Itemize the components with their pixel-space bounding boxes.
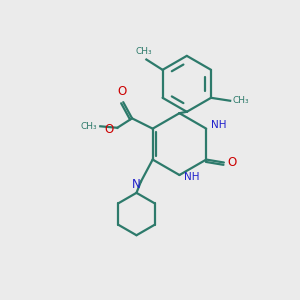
Text: O: O bbox=[117, 85, 126, 98]
Text: CH₃: CH₃ bbox=[232, 96, 249, 105]
Text: NH: NH bbox=[184, 172, 200, 182]
Text: CH₃: CH₃ bbox=[136, 47, 152, 56]
Text: O: O bbox=[227, 156, 237, 169]
Text: O: O bbox=[105, 123, 114, 136]
Text: CH₃: CH₃ bbox=[81, 122, 97, 131]
Text: NH: NH bbox=[211, 120, 226, 130]
Text: N: N bbox=[132, 178, 141, 191]
